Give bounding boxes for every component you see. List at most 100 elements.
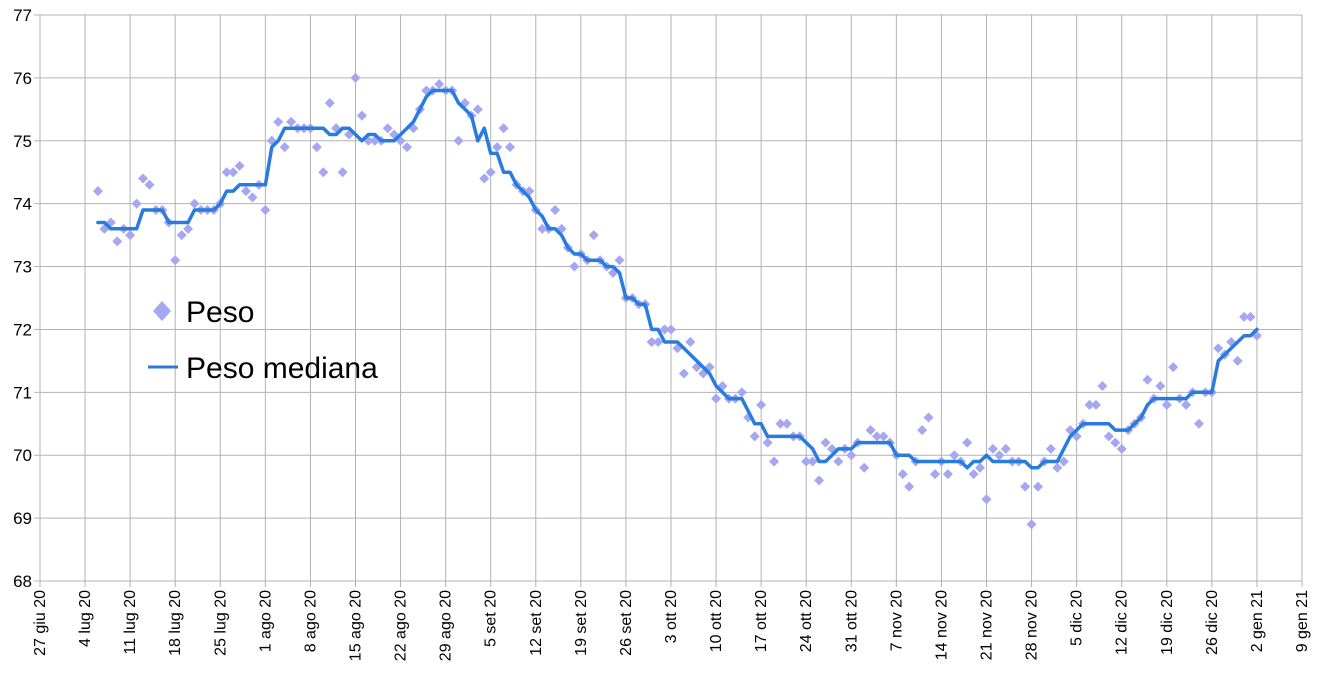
x-tick-label: 4 lug 20 — [77, 590, 94, 647]
peso-data-point — [125, 230, 136, 241]
peso-data-point — [904, 481, 915, 492]
legend-peso-marker — [153, 301, 171, 321]
x-tick-label: 3 ott 20 — [663, 590, 680, 643]
x-tick-label: 31 ott 20 — [843, 590, 860, 652]
peso-data-point — [968, 469, 979, 480]
peso-data-point — [653, 337, 664, 348]
peso-data-point — [1239, 311, 1250, 322]
x-tick-label: 8 ago 20 — [302, 590, 319, 652]
peso-data-point — [537, 223, 548, 234]
peso-data-point — [144, 179, 155, 190]
peso-data-point — [1161, 399, 1172, 410]
peso-data-point — [1181, 399, 1192, 410]
peso-data-point — [846, 450, 857, 461]
legend: Peso Peso mediana — [148, 296, 378, 385]
peso-data-point — [241, 186, 252, 197]
peso-data-point — [1058, 456, 1069, 467]
peso-data-point — [286, 116, 297, 127]
peso-data-point — [485, 167, 496, 178]
peso-data-point — [801, 456, 812, 467]
peso-data-point — [505, 142, 516, 153]
peso-data-point — [614, 255, 625, 266]
series-peso-mediana-line — [96, 88, 1259, 470]
y-tick-label: 72 — [13, 320, 32, 339]
x-tick-label: 15 ago 20 — [348, 590, 365, 661]
peso-data-point — [434, 79, 445, 90]
x-tick-label: 17 ott 20 — [753, 590, 770, 652]
peso-data-point — [872, 431, 883, 442]
peso-data-point — [228, 167, 239, 178]
peso-data-point — [221, 167, 232, 178]
peso-data-point — [1000, 443, 1011, 454]
peso-data-point — [781, 418, 792, 429]
peso-data-point — [550, 204, 561, 215]
y-tick-label: 76 — [13, 69, 32, 88]
x-tick-label: 7 nov 20 — [888, 590, 905, 651]
y-tick-label: 68 — [13, 572, 32, 591]
peso-data-point — [962, 437, 973, 448]
peso-data-point — [685, 337, 696, 348]
peso-data-point — [183, 223, 194, 234]
peso-data-point — [981, 494, 992, 505]
x-tick-label: 1 ago 20 — [257, 590, 274, 652]
peso-data-point — [1045, 443, 1056, 454]
peso-data-point — [234, 160, 245, 171]
peso-data-point — [279, 142, 290, 153]
x-tick-label: 27 giu 20 — [32, 590, 49, 656]
y-tick-label: 71 — [13, 383, 32, 402]
x-axis-ticks: 27 giu 20 4 lug 20 11 lug 20 18 lug 20 25 lu… — [32, 581, 1311, 661]
peso-data-point — [492, 142, 503, 153]
peso-data-point — [189, 198, 200, 209]
peso-data-point — [1020, 481, 1031, 492]
peso-data-point — [833, 456, 844, 467]
peso-data-point — [1026, 519, 1037, 530]
x-tick-label: 11 lug 20 — [122, 590, 139, 655]
peso-data-point — [814, 475, 825, 486]
peso-data-point — [923, 412, 934, 423]
x-tick-label: 18 lug 20 — [167, 590, 184, 656]
peso-data-point — [337, 167, 348, 178]
peso-data-point — [775, 418, 786, 429]
x-tick-label: 26 set 20 — [618, 590, 635, 656]
peso-data-point — [1142, 374, 1153, 385]
peso-data-point — [994, 450, 1005, 461]
peso-data-point — [975, 462, 986, 473]
legend-peso-mediana-label: Peso mediana — [186, 352, 378, 385]
x-tick-label: 29 ago 20 — [438, 590, 455, 661]
peso-data-point — [820, 437, 831, 448]
x-tick-label: 21 nov 20 — [979, 590, 996, 660]
y-tick-label: 75 — [13, 132, 32, 151]
peso-data-point — [878, 431, 889, 442]
peso-data-point — [917, 425, 928, 436]
peso-data-point — [1168, 362, 1179, 373]
peso-data-point — [472, 104, 483, 115]
x-tick-label: 14 nov 20 — [933, 590, 950, 660]
peso-data-point — [402, 142, 413, 153]
x-tick-label: 5 set 20 — [483, 590, 500, 647]
x-tick-label: 19 set 20 — [573, 590, 590, 656]
peso-data-point — [897, 469, 908, 480]
peso-data-point — [659, 324, 670, 335]
peso-data-point — [350, 72, 361, 83]
peso-data-point — [588, 230, 599, 241]
peso-data-point — [569, 261, 580, 272]
peso-data-point — [865, 425, 876, 436]
peso-data-point — [1090, 399, 1101, 410]
x-tick-label: 12 set 20 — [528, 590, 545, 656]
x-tick-label: 19 dic 20 — [1159, 590, 1176, 655]
peso-data-point — [247, 192, 258, 203]
peso-data-point — [762, 437, 773, 448]
peso-data-point — [1213, 343, 1224, 354]
x-tick-label: 10 ott 20 — [708, 590, 725, 652]
peso-data-point — [112, 236, 123, 247]
x-tick-label: 22 ago 20 — [393, 590, 410, 661]
peso-data-point — [138, 173, 149, 184]
peso-data-point — [678, 368, 689, 379]
peso-data-point — [176, 230, 187, 241]
peso-data-point — [1033, 481, 1044, 492]
peso-data-point — [131, 198, 142, 209]
peso-data-point — [498, 123, 509, 134]
peso-data-point — [1245, 311, 1256, 322]
peso-data-point — [356, 110, 367, 121]
